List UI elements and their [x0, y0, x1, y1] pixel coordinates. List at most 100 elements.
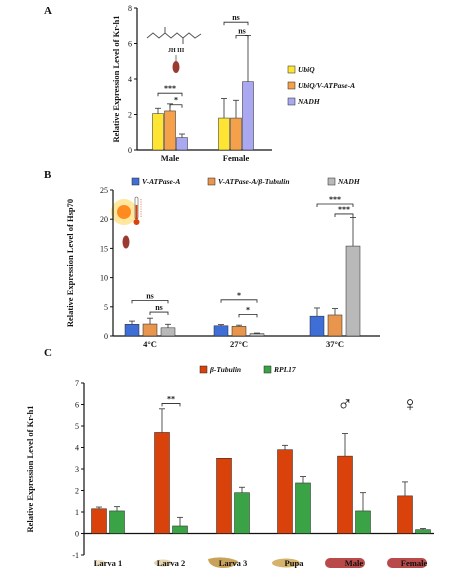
significance-bracket	[223, 21, 249, 26]
bar	[242, 81, 254, 151]
bar	[160, 327, 176, 337]
significance-label: *	[246, 305, 250, 314]
y-axis-label: Relative Expression Level of Hsp70	[65, 199, 75, 327]
female-symbol: ♀	[402, 392, 418, 416]
bar	[152, 113, 164, 151]
legend-label: β-Tubulin	[209, 365, 241, 374]
y-tick-label: 10	[100, 274, 108, 283]
legend-label: NADH	[297, 97, 321, 106]
y-tick-label: 8	[128, 4, 132, 13]
y-tick-label: 5	[104, 303, 108, 312]
significance-label: ***	[329, 195, 341, 204]
y-tick-label: 0	[104, 332, 108, 341]
significance-bracket	[157, 92, 183, 97]
male-symbol: ♂	[337, 392, 353, 416]
legend-label: V-ATPase-A/β-Tubulin	[218, 177, 290, 186]
larva-2-picture	[154, 559, 172, 567]
significance-label: ***	[164, 84, 176, 93]
panel-letter-b: B	[44, 169, 52, 181]
bar	[345, 245, 361, 337]
bar	[213, 325, 229, 337]
panel-letter-c: C	[44, 347, 52, 359]
bar	[124, 324, 140, 337]
bar	[249, 333, 265, 337]
bar	[109, 510, 125, 534]
bar	[164, 110, 176, 151]
category-label: Female	[223, 153, 250, 163]
bar	[397, 495, 413, 534]
significance-label: **	[167, 394, 175, 403]
y-tick-label: -1	[72, 551, 79, 560]
category-label: Female	[401, 558, 428, 568]
y-tick-label: 5	[75, 422, 79, 431]
chart-panel-b: 0 5 10 15 20 25 Relative Expression Level of H…	[65, 177, 380, 349]
category-label: Male	[161, 153, 180, 163]
significance-bracket	[149, 311, 169, 316]
larva-icon-b	[122, 235, 130, 249]
bar	[355, 510, 371, 534]
bar	[154, 432, 170, 534]
significance-label: ns	[238, 27, 246, 36]
y-tick-label: 4	[75, 444, 79, 453]
y-tick-label: 7	[75, 379, 79, 388]
larva-1-picture	[94, 560, 106, 566]
significance-label: *	[174, 96, 178, 105]
legend-label: NADH	[337, 177, 361, 186]
bar	[230, 117, 242, 151]
y-tick-label: 3	[75, 465, 79, 474]
y-tick-label: 2	[128, 111, 132, 120]
larva-3-picture	[208, 557, 238, 568]
significance-bracket	[235, 35, 249, 39]
legend-swatch	[207, 177, 216, 186]
bar	[234, 492, 250, 534]
pupa-picture	[272, 558, 300, 568]
category-label: Pupa	[285, 558, 305, 568]
category-label: 27°C	[230, 339, 248, 349]
significance-bracket	[238, 313, 258, 318]
legend-swatch	[131, 177, 140, 186]
structure-label: JH III	[168, 48, 185, 54]
legend-label: RPL17	[273, 365, 296, 374]
larva-icon-a	[172, 61, 180, 73]
bar	[216, 458, 232, 534]
bar	[172, 525, 188, 534]
y-tick-label: 15	[100, 244, 108, 253]
category-label: Larva 3	[219, 558, 248, 568]
significance-bracket	[220, 299, 258, 303]
significance-label: ***	[338, 205, 350, 214]
bar	[337, 455, 353, 534]
y-tick-label: 25	[100, 186, 108, 195]
legend-label: UbiQ/V-ATPase-A	[298, 81, 355, 90]
charts-layer: 0 2 4 6 8 Relative Expression Level of Kr-h1 M…	[25, 4, 434, 568]
significance-bracket	[316, 203, 354, 208]
chart-panel-a: 0 2 4 6 8 Relative Expression Level of Kr-h1 M…	[111, 4, 355, 163]
legend-swatch	[287, 97, 296, 106]
legend-swatch	[287, 65, 296, 74]
female-picture	[387, 558, 427, 568]
panel-letter-a: A	[44, 5, 52, 17]
chart-panel-c: -1 0 1 2 3 4 5 6 7 Relative Expression Level of K…	[25, 365, 434, 568]
significance-bracket	[334, 213, 354, 217]
bar	[415, 529, 431, 534]
jh-structure-icon: JH III	[146, 27, 202, 62]
y-tick-label: 20	[100, 215, 108, 224]
bar	[218, 117, 230, 151]
y-tick-label: 1	[75, 508, 79, 517]
significance-label: *	[237, 291, 241, 300]
legend-swatch	[263, 365, 272, 374]
y-tick-label: 6	[75, 401, 79, 410]
legend-swatch	[327, 177, 336, 186]
legend-swatch	[199, 365, 208, 374]
bar	[176, 137, 188, 151]
legend-swatch	[287, 81, 296, 90]
bar	[142, 323, 158, 337]
bar	[309, 315, 325, 337]
bar	[295, 482, 311, 534]
significance-label: ns	[146, 291, 154, 300]
bar	[91, 508, 107, 534]
bar	[231, 326, 247, 337]
y-axis-label: Relative Expression Level of Kr-h1	[25, 405, 35, 532]
heat-sun-icon	[111, 199, 137, 225]
significance-label: ns	[155, 303, 163, 312]
